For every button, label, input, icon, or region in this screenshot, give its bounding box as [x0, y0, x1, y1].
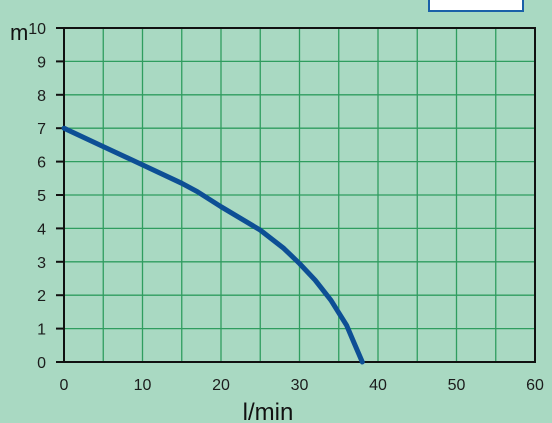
x-tick-labels: 0 10 20 30 40 50 60	[60, 377, 544, 394]
y-tick-label: 8	[37, 88, 46, 105]
y-tick-label: 5	[37, 188, 46, 205]
x-tick-label: 50	[448, 377, 466, 394]
x-tick-label: 10	[134, 377, 152, 394]
x-tick-label: 40	[369, 377, 387, 394]
x-axis-label: l/min	[243, 399, 294, 423]
x-tick-label: 20	[212, 377, 230, 394]
series-line	[61, 125, 365, 365]
y-tick-labels: 0 1 2 3 4 5 6 7 8 9 10	[28, 21, 64, 372]
y-tick-label: 6	[37, 155, 46, 172]
y-tick-label: 0	[37, 355, 46, 372]
y-tick-label: 7	[37, 121, 46, 138]
y-axis-label: m	[10, 20, 28, 45]
y-tick-label: 3	[37, 255, 46, 272]
corner-tab	[428, 0, 524, 12]
grid	[64, 28, 535, 362]
x-tick-label: 0	[60, 377, 69, 394]
x-tick-label: 30	[291, 377, 309, 394]
y-tick-label: 1	[37, 322, 46, 339]
y-tick-label: 2	[37, 288, 46, 305]
y-tick-label: 10	[28, 21, 46, 38]
y-tick-label: 4	[37, 221, 46, 238]
x-tick-label: 60	[526, 377, 544, 394]
y-tick-label: 9	[37, 54, 46, 71]
